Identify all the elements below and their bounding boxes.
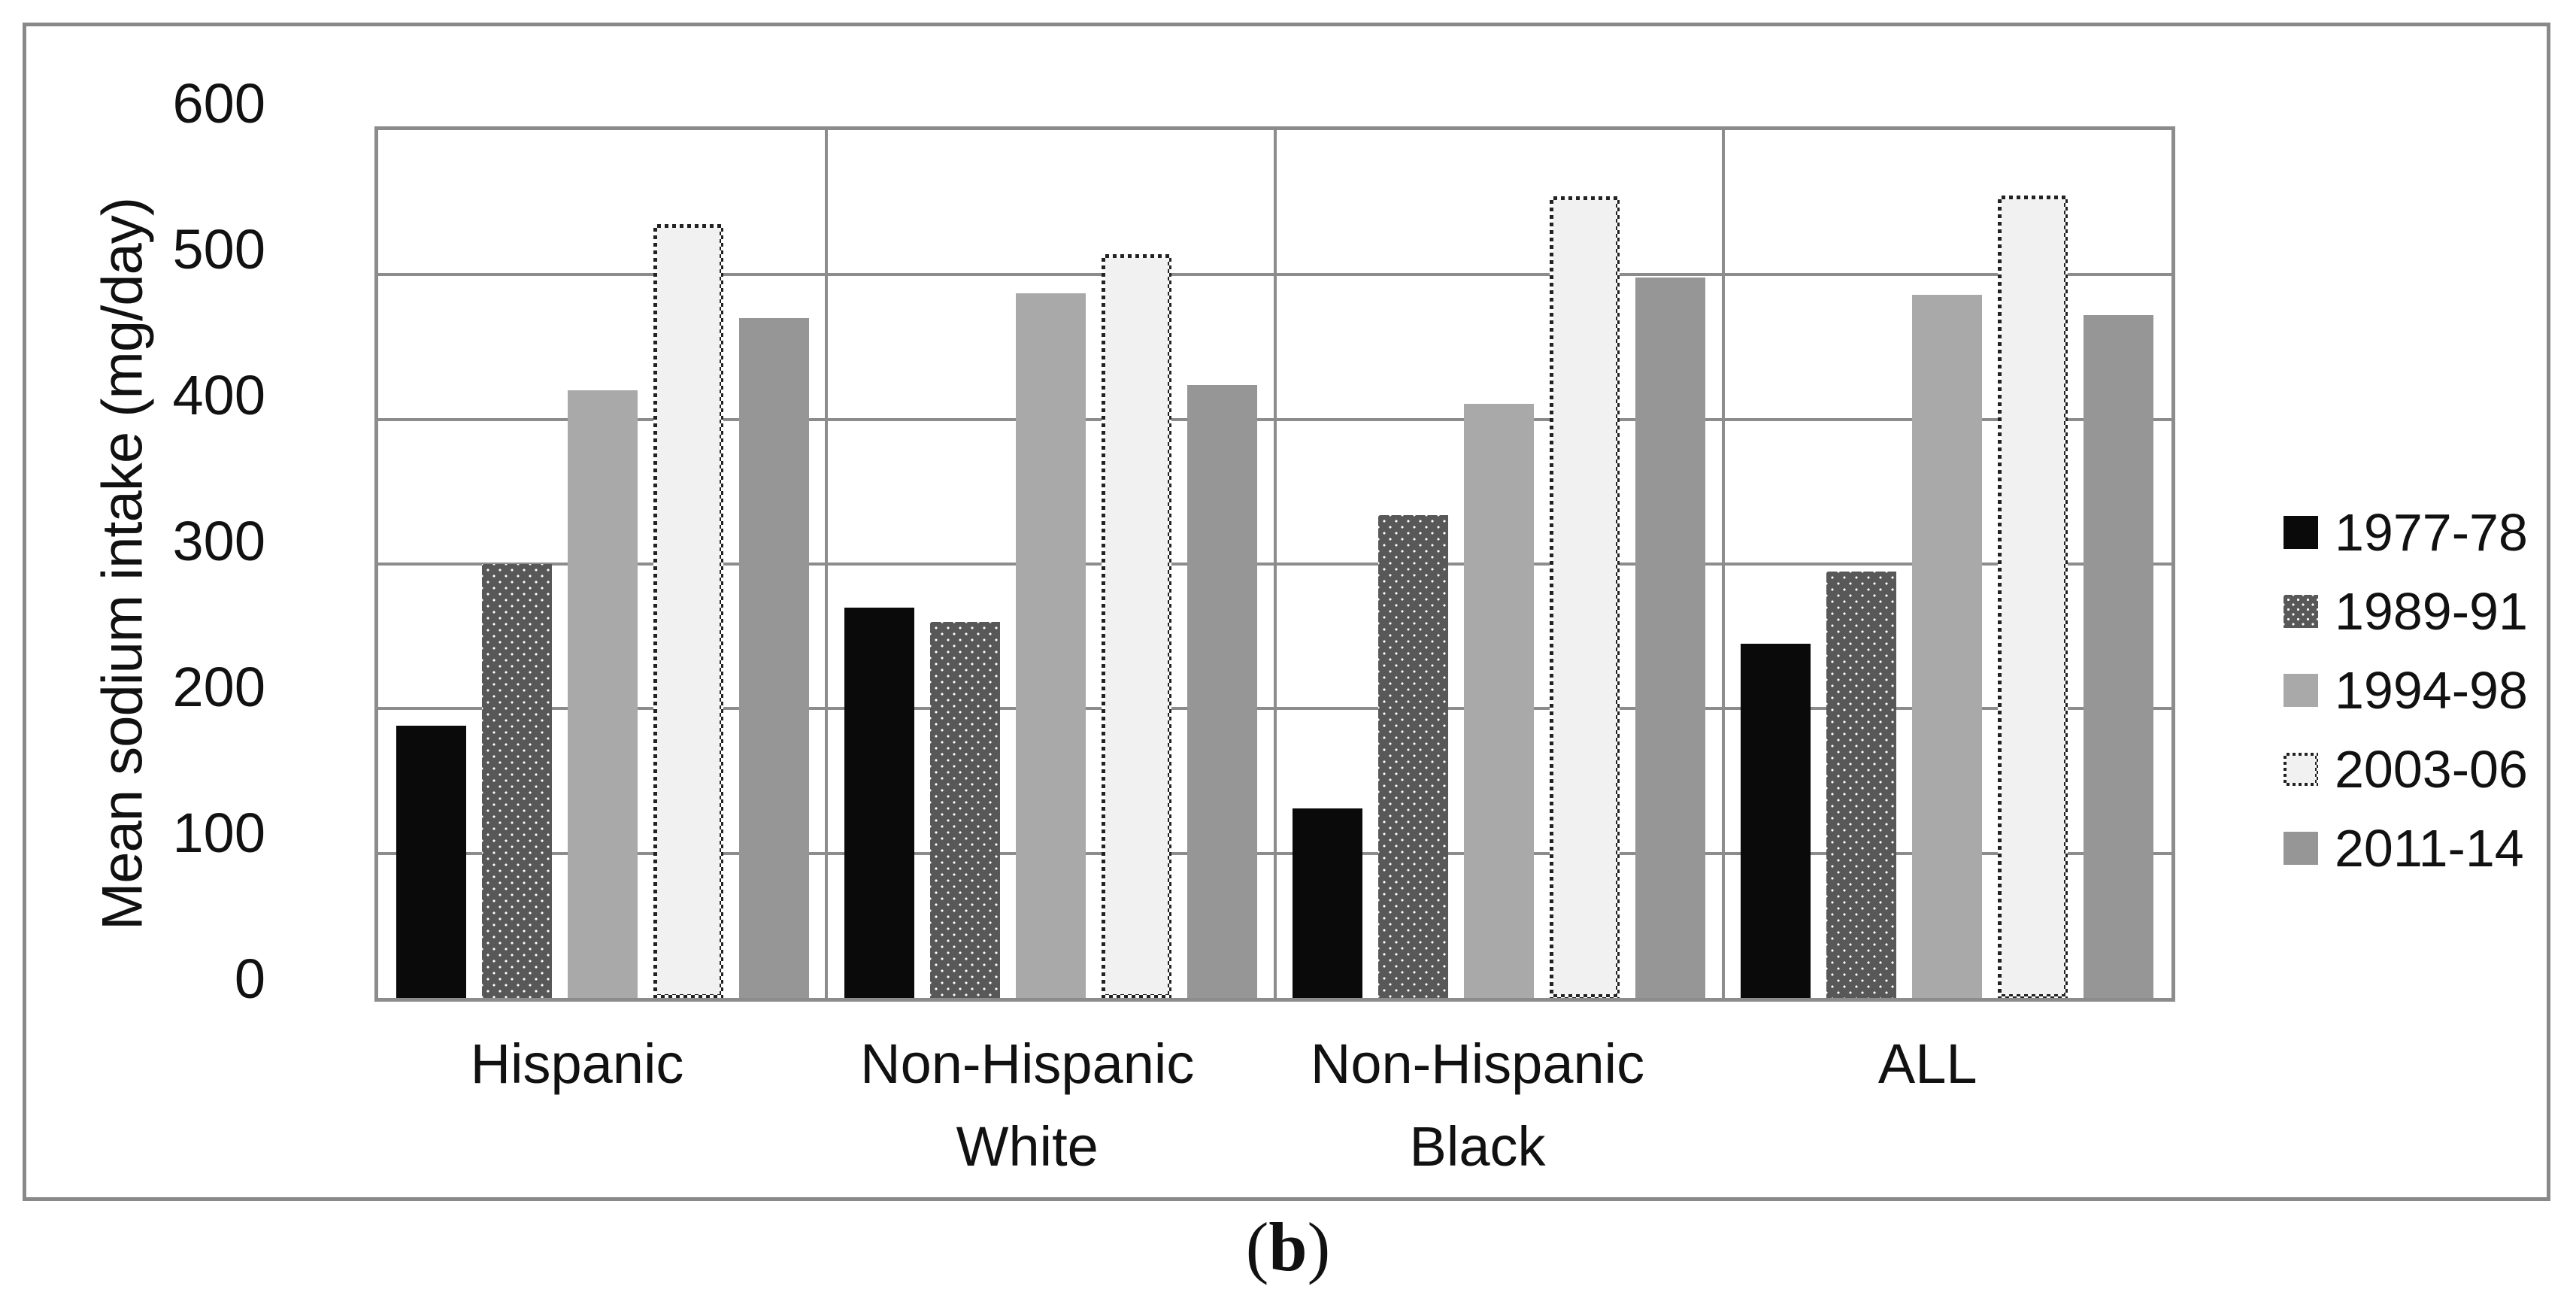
caption-open-paren: (: [1245, 1209, 1269, 1285]
x-label-all: ALL: [1877, 1033, 1977, 1095]
y-tick-label-0: 0: [234, 948, 265, 1010]
legend-label-2011-14: 2011-14: [2335, 818, 2524, 878]
bar-2003-06-non-hispanic-black: [1550, 196, 1620, 998]
legend-swatch-1977-78: [2284, 515, 2318, 549]
y-tick-label-500: 500: [172, 218, 265, 281]
legend-item-1989-91: 1989-91: [2284, 572, 2528, 650]
x-label-non-hispanic-black: Non-Hispanic Black: [1310, 1033, 1645, 1178]
legend-label-2003-06: 2003-06: [2335, 739, 2528, 799]
gridline-v: [1721, 130, 1725, 998]
legend-label-1977-78: 1977-78: [2335, 502, 2528, 562]
plot-area: [374, 126, 2175, 1002]
figure-border-box: Mean sodium intake (mg/day) 0 100 200 300 40…: [23, 23, 2550, 1201]
legend-swatch-2011-14: [2284, 831, 2318, 865]
y-axis-title: Mean sodium intake (mg/day): [90, 197, 155, 931]
y-tick-label-300: 300: [172, 510, 265, 572]
legend-item-1977-78: 1977-78: [2284, 493, 2528, 572]
legend-swatch-1994-98: [2284, 673, 2318, 707]
bar-group-all: [1723, 130, 2171, 998]
bar-2011-14-hispanic: [738, 318, 809, 998]
x-label-non-hispanic-white: Non-Hispanic White: [860, 1033, 1195, 1178]
bar-1989-91-hispanic: [481, 564, 552, 998]
caption-close-paren: ): [1307, 1209, 1331, 1285]
bar-2003-06-hispanic: [653, 224, 723, 998]
legend-item-2011-14: 2011-14: [2284, 808, 2528, 887]
gridline-v: [825, 130, 829, 998]
caption-letter: b: [1268, 1209, 1308, 1285]
bar-1994-98-all: [1912, 295, 1983, 998]
legend-swatch-1989-91: [2284, 594, 2318, 628]
legend-item-2003-06: 2003-06: [2284, 729, 2528, 808]
bar-2003-06-all: [1998, 195, 2068, 998]
bar-1977-78-all: [1741, 643, 1811, 998]
bar-2011-14-non-hispanic-white: [1186, 384, 1257, 998]
y-tick-label-200: 200: [172, 656, 265, 718]
bar-1977-78-non-hispanic-white: [844, 607, 914, 998]
legend-swatch-2003-06: [2284, 752, 2318, 786]
bar-group-hispanic: [378, 130, 826, 998]
bar-group-non-hispanic-black: [1275, 130, 1723, 998]
bar-2011-14-all: [2084, 315, 2154, 998]
plot-inner: [378, 130, 2171, 998]
x-label-hispanic: Hispanic: [470, 1033, 684, 1095]
bar-1994-98-non-hispanic-black: [1464, 403, 1535, 998]
y-tick-label-100: 100: [172, 802, 265, 864]
legend: 1977-78 1989-91 1994-98 2003-06 2011-14: [2284, 493, 2528, 887]
bar-1977-78-non-hispanic-black: [1293, 808, 1363, 998]
y-tick-label-600: 600: [172, 72, 265, 135]
legend-item-1994-98: 1994-98: [2284, 650, 2528, 729]
bar-1994-98-non-hispanic-white: [1015, 293, 1086, 998]
legend-label-1994-98: 1994-98: [2335, 660, 2528, 720]
legend-label-1989-91: 1989-91: [2335, 581, 2528, 641]
bar-2011-14-non-hispanic-black: [1635, 277, 1706, 998]
bar-1989-91-non-hispanic-black: [1378, 514, 1449, 998]
bar-1977-78-hispanic: [395, 726, 466, 998]
gridline-v: [1273, 130, 1277, 998]
bar-1994-98-hispanic: [567, 390, 638, 998]
figure-caption: (b): [0, 1209, 2576, 1285]
bar-group-non-hispanic-white: [826, 130, 1274, 998]
bar-1989-91-non-hispanic-white: [929, 621, 1000, 998]
bar-2003-06-non-hispanic-white: [1101, 254, 1171, 998]
y-tick-label-400: 400: [172, 364, 265, 426]
bar-1989-91-all: [1826, 571, 1897, 998]
